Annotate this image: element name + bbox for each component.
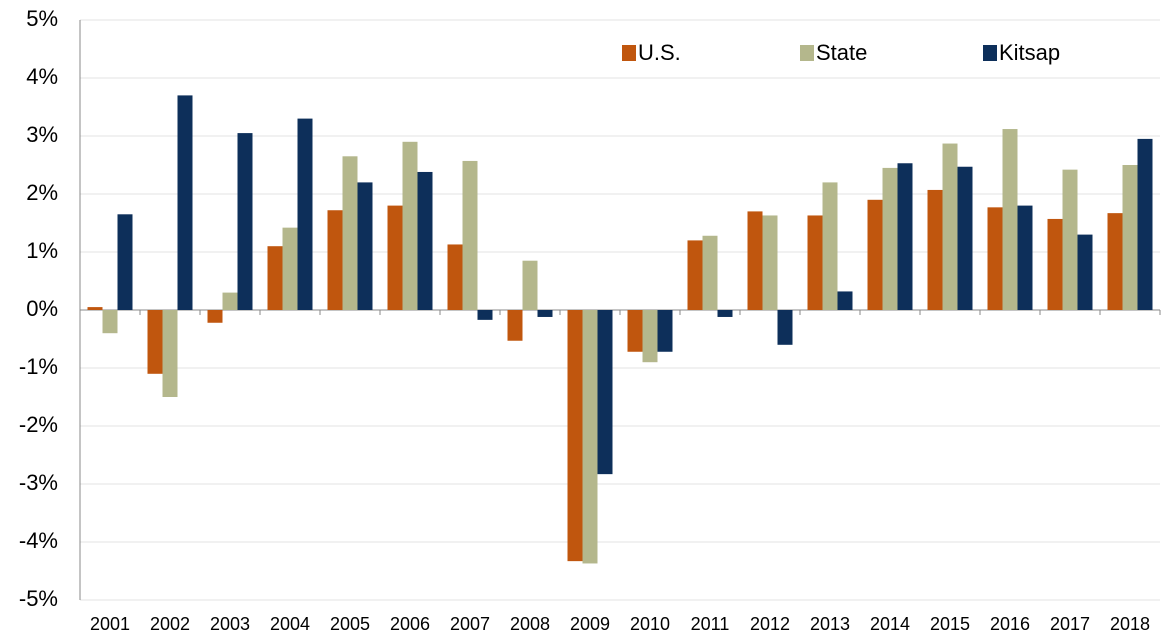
legend-label: Kitsap [999,40,1060,65]
bar [237,133,253,310]
bar [507,310,523,341]
x-tick-label: 2012 [750,614,790,634]
bar [897,163,913,310]
bar [942,143,958,310]
bar [867,199,883,310]
y-tick-label: 4% [26,64,58,89]
bar [1017,205,1033,310]
bar [777,310,793,345]
bar [207,310,223,323]
bar [87,307,103,310]
x-tick-label: 2013 [810,614,850,634]
y-tick-label: 2% [26,180,58,205]
bar [642,310,658,363]
y-tick-label: -1% [19,354,58,379]
bar [417,171,433,310]
bar [1077,234,1093,310]
bar [627,310,643,352]
bar [537,310,553,317]
legend-swatch [800,45,814,61]
bar [117,214,133,310]
x-tick-label: 2003 [210,614,250,634]
bar [522,260,538,310]
x-tick-label: 2009 [570,614,610,634]
y-tick-label: 3% [26,122,58,147]
bar [762,215,778,310]
x-tick-label: 2016 [990,614,1030,634]
bar [477,310,493,320]
bar [282,227,298,310]
bar [342,156,358,310]
x-tick-label: 2011 [691,614,730,634]
bar [102,310,118,334]
bar [387,205,403,310]
bar [657,310,673,352]
bar [1047,218,1063,310]
x-tick-label: 2004 [270,614,310,634]
legend-swatch [983,45,997,61]
bar [987,207,1003,310]
x-tick-label: 2002 [150,614,190,634]
bar [147,310,163,374]
bar [1137,138,1153,310]
bar [882,167,898,310]
bar [447,244,463,310]
x-tick-label: 2017 [1050,614,1090,634]
bar [927,189,943,310]
bar [1062,169,1078,310]
bar [402,141,418,310]
y-tick-label: -3% [19,470,58,495]
x-tick-label: 2006 [390,614,430,634]
bar [717,310,733,317]
legend-label: U.S. [638,40,681,65]
legend-label: State [816,40,867,65]
x-tick-label: 2010 [630,614,670,634]
bar [702,235,718,310]
y-tick-label: 5% [26,6,58,31]
bar [837,291,853,310]
y-tick-label: -5% [19,586,58,611]
bar [957,166,973,310]
bar [357,182,373,310]
x-tick-label: 2018 [1110,614,1150,634]
bar [222,292,238,310]
bar [822,182,838,310]
bar [162,310,178,397]
bar [327,210,343,310]
bar [597,310,613,475]
y-tick-label: 1% [26,238,58,263]
x-tick-label: 2008 [510,614,550,634]
x-tick-label: 2015 [930,614,970,634]
bar [807,215,823,310]
x-tick-label: 2001 [90,614,130,634]
y-tick-label: 0% [26,296,58,321]
bar [1122,165,1138,310]
bar [582,310,598,564]
bar [687,240,703,310]
bar [297,118,313,310]
bar [1107,213,1123,310]
bar [267,246,283,310]
legend-swatch [622,45,636,61]
x-tick-label: 2007 [450,614,490,634]
bar [462,160,478,310]
x-tick-label: 2005 [330,614,370,634]
bar [177,95,193,311]
bar [747,211,763,310]
y-tick-label: -2% [19,412,58,437]
x-tick-label: 2014 [870,614,910,634]
y-tick-label: -4% [19,528,58,553]
bar [1002,129,1018,310]
bar [567,310,583,562]
